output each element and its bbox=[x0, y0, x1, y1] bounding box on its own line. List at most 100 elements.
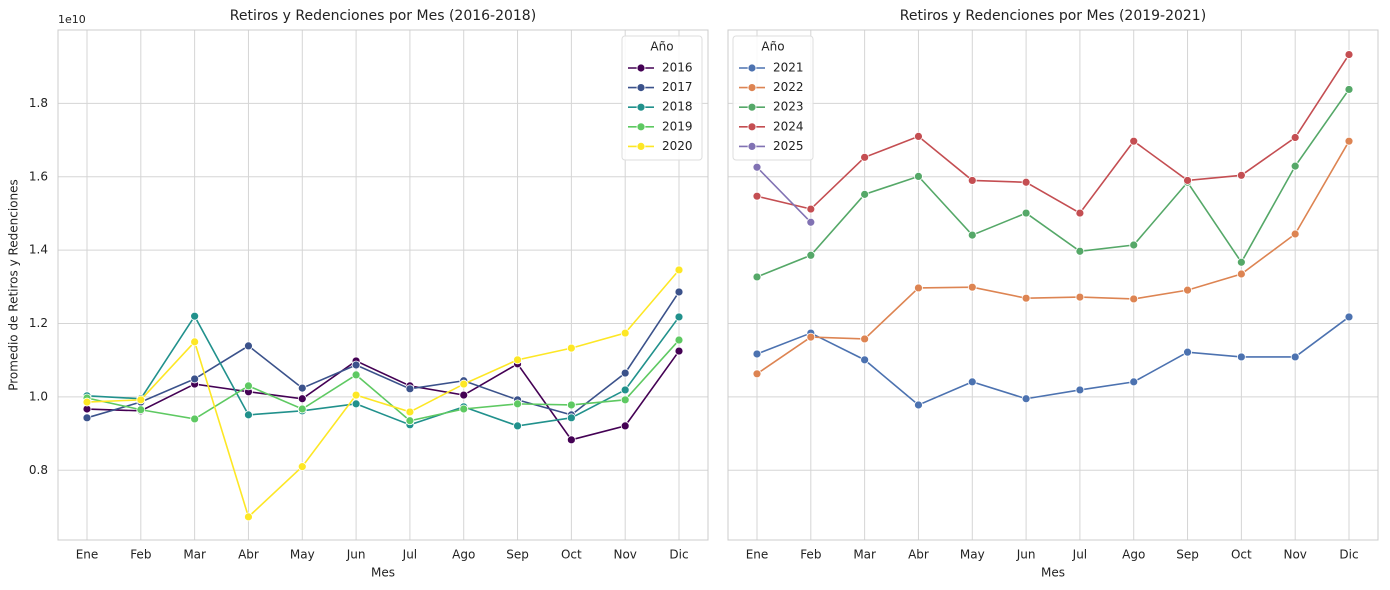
data-point bbox=[459, 390, 469, 400]
data-point bbox=[351, 360, 361, 370]
x-tick-label: Dic bbox=[669, 548, 688, 562]
y-tick-label: 1.2 bbox=[29, 316, 48, 330]
x-tick-label: Jun bbox=[1016, 548, 1036, 562]
data-point bbox=[860, 152, 870, 162]
y-tick-label: 1.0 bbox=[29, 389, 48, 403]
data-point bbox=[1129, 294, 1139, 304]
data-point bbox=[914, 171, 923, 181]
legend-label: 2024 bbox=[773, 119, 804, 133]
legend-label: 2025 bbox=[773, 139, 804, 153]
chart-title: Retiros y Redenciones por Mes (2016-2018… bbox=[230, 8, 536, 24]
data-point bbox=[674, 312, 684, 322]
data-point bbox=[752, 349, 762, 359]
data-point bbox=[1129, 136, 1139, 146]
y-tick-label: 1.8 bbox=[29, 96, 48, 110]
x-tick-label: Jul bbox=[1072, 548, 1087, 562]
data-point bbox=[806, 332, 816, 342]
data-point bbox=[297, 462, 307, 472]
x-tick-label: Ene bbox=[76, 548, 99, 562]
data-point bbox=[967, 282, 977, 292]
data-point bbox=[297, 383, 307, 393]
data-point bbox=[1021, 394, 1031, 404]
x-tick-label: Oct bbox=[1231, 548, 1252, 562]
data-point bbox=[244, 512, 253, 522]
data-point bbox=[190, 311, 200, 321]
x-tick-label: Mar bbox=[183, 548, 206, 562]
data-point bbox=[405, 384, 415, 394]
x-axis-label: Mes bbox=[1041, 566, 1065, 580]
data-point bbox=[1129, 377, 1139, 387]
legend-marker bbox=[636, 83, 646, 92]
data-point bbox=[297, 404, 307, 414]
series-line bbox=[86, 339, 680, 422]
x-axis-label: Mes bbox=[371, 566, 395, 580]
data-point bbox=[244, 341, 253, 351]
data-point bbox=[860, 355, 870, 365]
data-point bbox=[1236, 269, 1246, 279]
x-tick-label: May bbox=[960, 548, 985, 562]
data-point bbox=[620, 368, 630, 378]
data-point bbox=[244, 381, 253, 391]
data-point bbox=[674, 287, 684, 297]
data-point bbox=[967, 230, 977, 240]
data-point bbox=[860, 334, 870, 344]
data-point bbox=[566, 435, 576, 445]
data-point bbox=[914, 400, 923, 410]
data-point bbox=[752, 369, 762, 379]
data-point bbox=[1236, 352, 1246, 362]
data-point bbox=[1183, 176, 1192, 185]
data-point bbox=[1075, 246, 1085, 256]
x-tick-label: Abr bbox=[238, 548, 259, 562]
x-tick-label: Jul bbox=[402, 548, 417, 562]
data-point bbox=[752, 162, 762, 172]
x-tick-label: Abr bbox=[908, 548, 929, 562]
data-point bbox=[513, 355, 522, 365]
legend-title: Año bbox=[650, 40, 673, 54]
data-point bbox=[459, 404, 469, 414]
series-line bbox=[756, 54, 1350, 215]
data-point bbox=[620, 395, 630, 405]
offset-text: 1e10 bbox=[58, 13, 86, 26]
data-point bbox=[1183, 285, 1192, 295]
data-point bbox=[914, 283, 923, 293]
data-point bbox=[405, 407, 415, 417]
y-axis-label: Promedio de Retiros y Redenciones bbox=[7, 179, 21, 391]
x-tick-label: May bbox=[290, 548, 315, 562]
legend-marker bbox=[747, 102, 757, 112]
data-point bbox=[190, 414, 200, 424]
data-point bbox=[190, 337, 200, 347]
x-tick-label: Ene bbox=[746, 548, 769, 562]
data-point bbox=[1344, 50, 1354, 59]
x-tick-label: Oct bbox=[561, 548, 582, 562]
legend-label: 2016 bbox=[662, 61, 693, 75]
data-point bbox=[1290, 229, 1300, 239]
series-line bbox=[86, 314, 680, 427]
x-tick-label: Feb bbox=[800, 548, 821, 562]
data-point bbox=[860, 189, 870, 199]
data-point bbox=[297, 394, 307, 404]
data-point bbox=[351, 390, 361, 400]
legend-label: 2018 bbox=[662, 100, 693, 114]
data-point bbox=[82, 413, 92, 423]
data-point bbox=[136, 395, 146, 405]
x-tick-label: Jun bbox=[346, 548, 366, 562]
data-point bbox=[806, 204, 816, 214]
legend-marker bbox=[636, 122, 646, 132]
legend-label: 2022 bbox=[773, 80, 804, 94]
data-point bbox=[1290, 161, 1300, 171]
x-tick-label: Sep bbox=[1176, 548, 1199, 562]
data-point bbox=[752, 191, 762, 201]
data-point bbox=[674, 265, 684, 275]
data-point bbox=[1129, 240, 1139, 250]
data-point bbox=[1021, 293, 1031, 303]
data-point bbox=[1344, 85, 1354, 94]
plot-frame bbox=[727, 29, 1379, 541]
x-tick-label: Mar bbox=[853, 548, 876, 562]
data-point bbox=[752, 272, 762, 282]
data-point bbox=[1075, 292, 1085, 302]
data-point bbox=[1344, 312, 1354, 322]
legend-marker bbox=[747, 83, 757, 92]
series-line bbox=[86, 291, 680, 419]
data-point bbox=[1290, 352, 1300, 362]
